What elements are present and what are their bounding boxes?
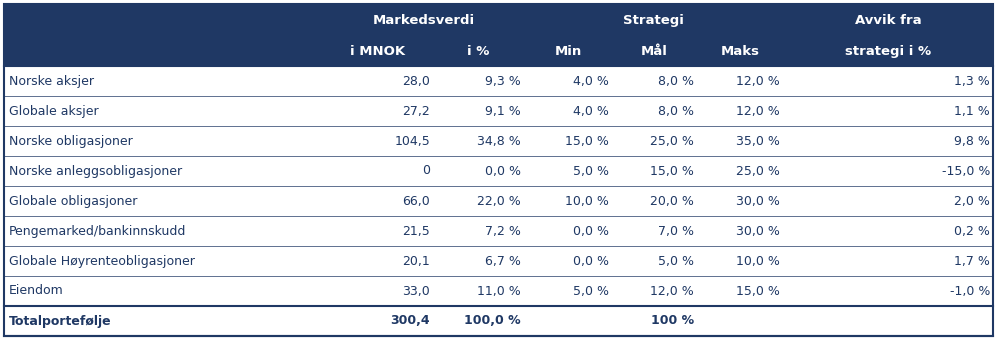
Text: 0: 0 (422, 164, 430, 177)
Bar (4, 156, 993, 186)
Text: 104,5: 104,5 (394, 135, 430, 147)
Text: Avvik fra: Avvik fra (854, 14, 921, 27)
Text: Mål: Mål (641, 45, 668, 58)
Bar (4, 96, 993, 126)
Text: 5,0 %: 5,0 % (658, 255, 694, 267)
Text: 15,0 %: 15,0 % (650, 164, 694, 177)
Text: 12,0 %: 12,0 % (736, 74, 780, 88)
Text: 30,0 %: 30,0 % (736, 225, 780, 237)
Text: 4,0 %: 4,0 % (573, 104, 609, 118)
Text: Markedsverdi: Markedsverdi (373, 14, 475, 27)
Text: Norske aksjer: Norske aksjer (9, 74, 94, 88)
Text: Pengemarked/bankinnskudd: Pengemarked/bankinnskudd (9, 225, 186, 237)
Text: 6,7 %: 6,7 % (486, 255, 521, 267)
Text: 20,1: 20,1 (402, 255, 430, 267)
Text: 4,0 %: 4,0 % (573, 74, 609, 88)
Text: 25,0 %: 25,0 % (736, 164, 780, 177)
Text: 20,0 %: 20,0 % (650, 194, 694, 208)
Text: 28,0: 28,0 (402, 74, 430, 88)
Text: 10,0 %: 10,0 % (736, 255, 780, 267)
Text: i MNOK: i MNOK (350, 45, 406, 58)
Text: 27,2: 27,2 (402, 104, 430, 118)
Text: 33,0: 33,0 (402, 284, 430, 298)
Text: 12,0 %: 12,0 % (736, 104, 780, 118)
Text: 8,0 %: 8,0 % (658, 74, 694, 88)
Text: -15,0 %: -15,0 % (941, 164, 990, 177)
Text: 11,0 %: 11,0 % (478, 284, 521, 298)
Bar (4, 306, 993, 336)
Bar (4, 276, 993, 306)
Text: 21,5: 21,5 (402, 225, 430, 237)
Bar (4, 246, 993, 276)
Text: strategi i %: strategi i % (844, 45, 931, 58)
Text: Strategi: Strategi (623, 14, 684, 27)
Text: 66,0: 66,0 (402, 194, 430, 208)
Text: 0,0 %: 0,0 % (485, 164, 521, 177)
Text: 34,8 %: 34,8 % (478, 135, 521, 147)
Text: 0,0 %: 0,0 % (573, 225, 609, 237)
Text: 0,0 %: 0,0 % (573, 255, 609, 267)
Bar (4, 126, 993, 156)
Text: Globale aksjer: Globale aksjer (9, 104, 99, 118)
Text: 10,0 %: 10,0 % (565, 194, 609, 208)
Text: 9,8 %: 9,8 % (954, 135, 990, 147)
Text: 8,0 %: 8,0 % (658, 104, 694, 118)
Text: 1,1 %: 1,1 % (954, 104, 990, 118)
Text: 7,2 %: 7,2 % (486, 225, 521, 237)
Text: 300,4: 300,4 (391, 315, 430, 328)
Text: Globale Høyrenteobligasjoner: Globale Høyrenteobligasjoner (9, 255, 194, 267)
Text: 5,0 %: 5,0 % (573, 164, 609, 177)
Text: Min: Min (554, 45, 581, 58)
Text: Globale obligasjoner: Globale obligasjoner (9, 194, 138, 208)
Text: 15,0 %: 15,0 % (565, 135, 609, 147)
Text: Norske obligasjoner: Norske obligasjoner (9, 135, 133, 147)
Text: 35,0 %: 35,0 % (736, 135, 780, 147)
Text: 1,3 %: 1,3 % (954, 74, 990, 88)
Text: 9,3 %: 9,3 % (486, 74, 521, 88)
Text: 2,0 %: 2,0 % (954, 194, 990, 208)
Text: 25,0 %: 25,0 % (650, 135, 694, 147)
Text: 15,0 %: 15,0 % (736, 284, 780, 298)
Text: 12,0 %: 12,0 % (650, 284, 694, 298)
Text: 30,0 %: 30,0 % (736, 194, 780, 208)
Text: i %: i % (468, 45, 490, 58)
Text: 5,0 %: 5,0 % (573, 284, 609, 298)
Text: 100,0 %: 100,0 % (465, 315, 521, 328)
Text: 7,0 %: 7,0 % (658, 225, 694, 237)
Bar (4, 66, 993, 96)
Text: -1,0 %: -1,0 % (949, 284, 990, 298)
Text: 1,7 %: 1,7 % (954, 255, 990, 267)
Text: 100 %: 100 % (651, 315, 694, 328)
Text: 22,0 %: 22,0 % (478, 194, 521, 208)
Text: Maks: Maks (721, 45, 760, 58)
Text: Totalportefølje: Totalportefølje (9, 315, 112, 328)
Text: 9,1 %: 9,1 % (486, 104, 521, 118)
Bar (4, 216, 993, 246)
Bar (4, 4, 993, 66)
Text: Eiendom: Eiendom (9, 284, 64, 298)
Text: Norske anleggsobligasjoner: Norske anleggsobligasjoner (9, 164, 182, 177)
Bar (4, 186, 993, 216)
Text: 0,2 %: 0,2 % (954, 225, 990, 237)
